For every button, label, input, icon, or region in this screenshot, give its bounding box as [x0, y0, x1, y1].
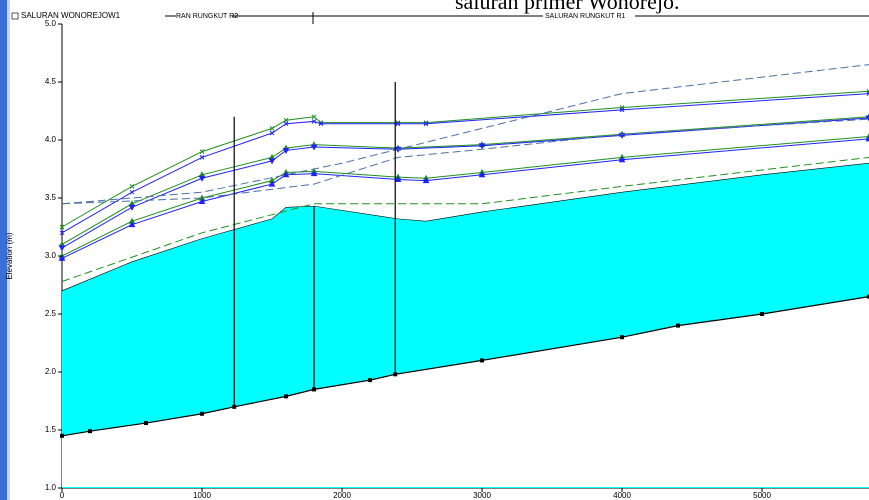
x-tick-label: 3000: [473, 491, 491, 500]
y-tick-label: 1.5: [45, 425, 57, 434]
marker: [310, 144, 318, 151]
marker: [395, 121, 401, 127]
legend-label: SALURAN WONOREJOW1: [21, 11, 121, 20]
marker: [619, 107, 625, 113]
y-axis-label: Elevation (m): [5, 232, 14, 279]
y-tick-label: 2.0: [45, 367, 57, 376]
bed-point: [144, 421, 149, 426]
bed-point: [620, 335, 625, 340]
y-tick-label: 4.5: [45, 77, 57, 86]
bed-point: [60, 433, 64, 438]
marker: [128, 221, 136, 228]
marker: [198, 175, 206, 182]
y-tick-label: 1.0: [45, 483, 57, 492]
label-bg: [543, 12, 635, 21]
y-tick-label: 2.5: [45, 309, 57, 318]
water-surface: [61, 162, 869, 292]
label-bg: [176, 12, 232, 21]
bed-point: [88, 429, 93, 434]
marker: [478, 143, 486, 150]
marker: [311, 119, 317, 124]
marker: [310, 170, 318, 177]
bed-point: [676, 323, 681, 328]
marker: [59, 224, 65, 230]
marker: [478, 171, 486, 178]
marker: [318, 121, 324, 127]
marker: [283, 121, 289, 127]
marker: [199, 149, 205, 154]
marker: [865, 115, 869, 122]
bed-point: [200, 411, 205, 416]
marker: [283, 117, 289, 123]
marker: [58, 254, 66, 261]
reach-label: SALURAN RUNGKUT R1: [545, 13, 625, 20]
marker: [58, 245, 66, 252]
y-tick-label: 4.0: [45, 135, 57, 144]
profile-line: [61, 117, 869, 249]
marker: [268, 180, 276, 187]
side-bar: [0, 0, 7, 500]
marker: [422, 177, 430, 184]
y-tick-label: 5.0: [45, 19, 57, 28]
marker: [129, 184, 135, 189]
overlay-text: saluran primer Wonorejo.: [455, 0, 679, 14]
profile-line: [61, 116, 869, 245]
side-bar-edge: [7, 0, 10, 500]
marker: [282, 171, 290, 178]
marker: [866, 91, 869, 96]
marker: [618, 156, 626, 163]
x-tick-label: 0: [60, 491, 65, 500]
x-tick-label: 2000: [333, 491, 351, 500]
marker: [129, 189, 135, 195]
profile-line: [61, 118, 869, 205]
marker: [394, 175, 402, 182]
bed-point: [760, 312, 765, 316]
marker: [311, 114, 317, 120]
bed-point: [284, 394, 289, 399]
reach-label: RAN RUNGKUT R2: [176, 13, 238, 20]
profile-line: [61, 64, 869, 205]
marker: [269, 130, 275, 136]
x-tick-label: 4000: [613, 491, 631, 500]
x-tick-label: 5000: [753, 491, 771, 500]
marker: [865, 135, 869, 142]
legend-box: [11, 12, 19, 20]
marker: [198, 197, 206, 204]
profile-line: [61, 156, 869, 282]
x-tick-label: 1000: [193, 491, 211, 500]
marker: [423, 121, 429, 127]
marker: [59, 230, 65, 236]
marker: [128, 204, 136, 211]
marker: [268, 158, 276, 165]
y-tick-label: 3.5: [45, 193, 57, 202]
marker: [269, 126, 275, 131]
ground-area: [62, 296, 869, 487]
bed-point: [368, 378, 373, 383]
bed-line: [61, 296, 869, 437]
y-tick-label: 3.0: [45, 251, 57, 260]
marker: [282, 147, 290, 154]
bed-point: [867, 294, 869, 299]
bed-point: [480, 358, 485, 363]
marker: [199, 155, 205, 160]
